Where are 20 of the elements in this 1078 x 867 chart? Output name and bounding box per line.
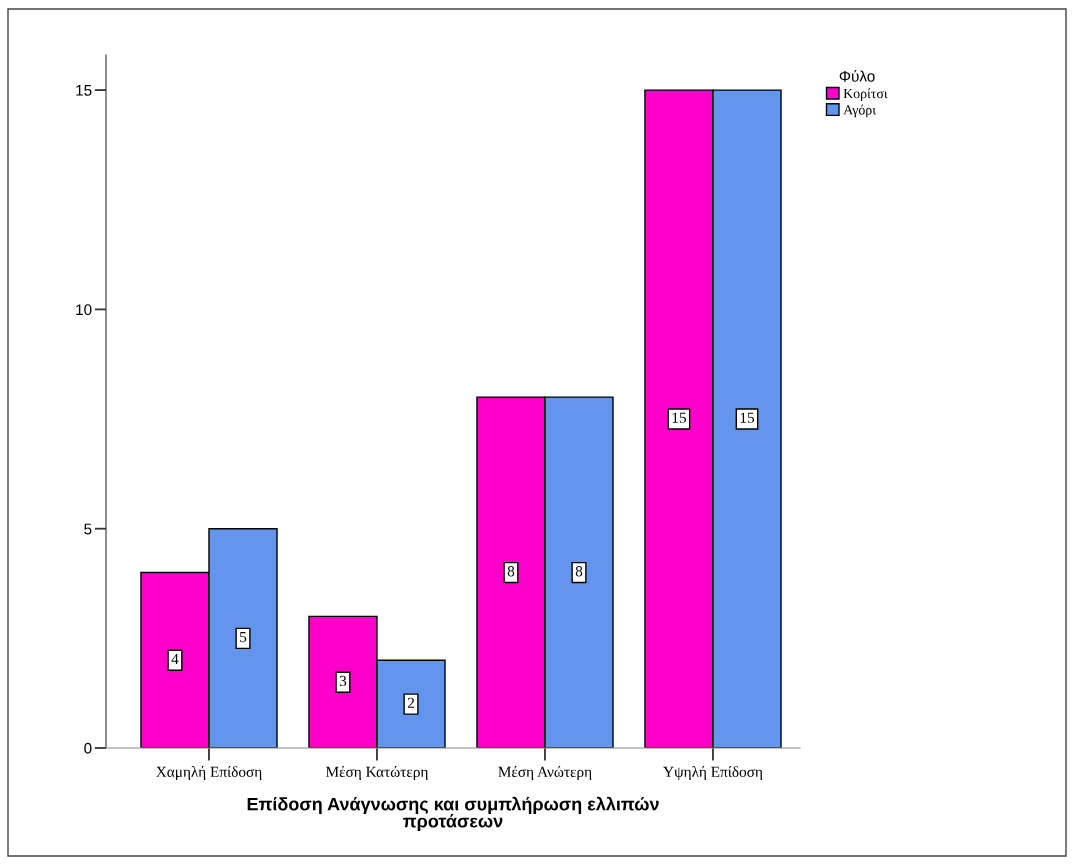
legend-label: Αγόρι <box>843 104 876 118</box>
x-tick-label: Υψηλή Επίδοση <box>663 766 763 781</box>
x-tick-label: Χαμηλή Επίδοση <box>156 766 262 781</box>
y-tick-label: 0 <box>84 742 92 754</box>
x-tick-label: Μέση Ανώτερη <box>498 766 592 781</box>
y-tick-label: 5 <box>84 523 92 535</box>
data-label: 15 <box>740 412 755 423</box>
data-label: 3 <box>339 675 347 687</box>
x-tick-label: Μέση Κατώτερη <box>325 766 428 781</box>
data-label: 8 <box>507 566 515 577</box>
data-label: 4 <box>171 653 179 664</box>
y-tick-label: 10 <box>76 304 92 316</box>
data-label: 5 <box>240 632 247 643</box>
legend-title: Φύλο <box>839 70 875 82</box>
data-label: 2 <box>407 697 414 708</box>
legend-label: Κορίτσι <box>843 88 888 102</box>
x-axis-title: Επίδοση Ανάγνωσης και συμπλήρωση ελλιπών προτάσεων <box>247 796 659 832</box>
data-label: 8 <box>575 566 583 577</box>
data-label: 15 <box>672 412 686 423</box>
y-tick-label: 15 <box>76 85 92 96</box>
